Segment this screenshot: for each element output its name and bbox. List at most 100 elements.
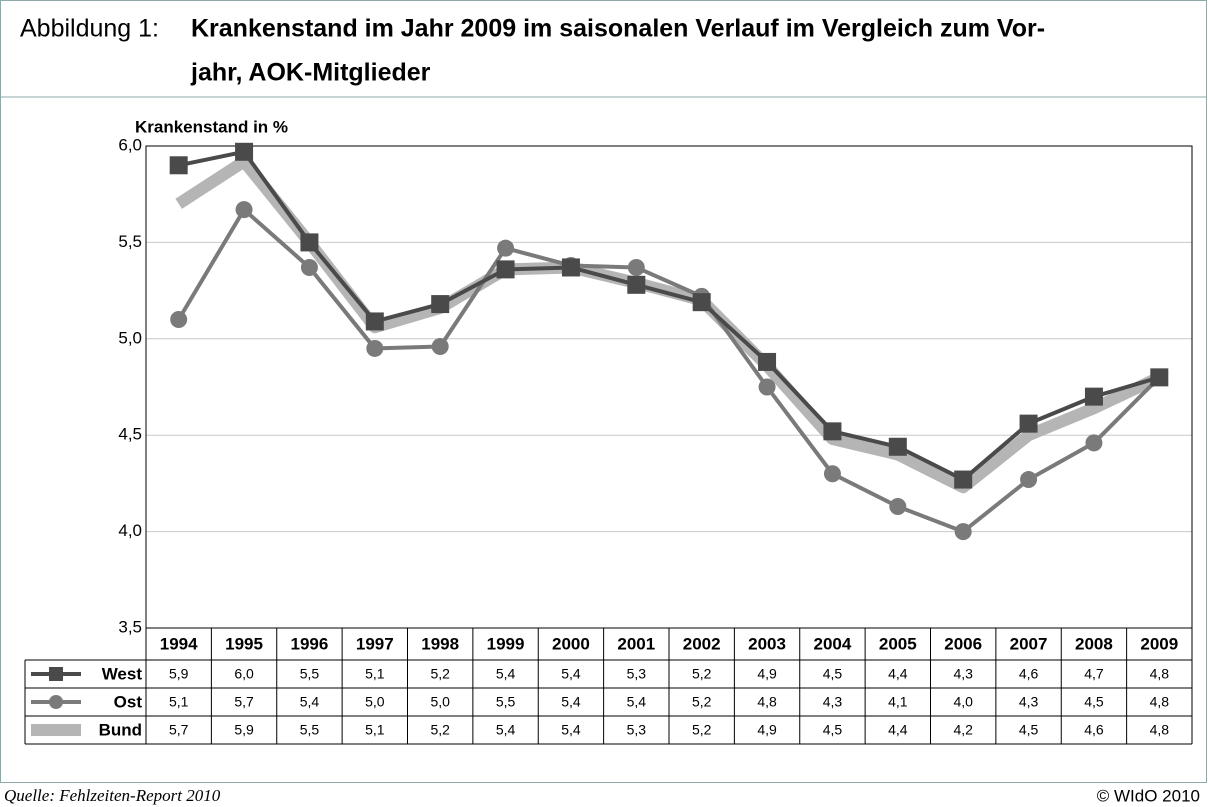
y-tick-label: 5,5 <box>118 232 142 251</box>
table-value: 4,5 <box>823 666 843 682</box>
data-point <box>1020 471 1038 489</box>
table-value: 4,6 <box>1084 722 1104 738</box>
data-point <box>366 339 384 357</box>
data-point <box>170 311 188 329</box>
data-point <box>235 142 254 161</box>
table-value: 5,4 <box>561 666 581 682</box>
table-value: 4,1 <box>888 694 908 710</box>
table-value: 5,9 <box>169 666 189 682</box>
figure-label: Abbildung 1: <box>20 15 159 43</box>
table-value: 5,1 <box>365 722 385 738</box>
data-point <box>235 201 253 219</box>
table-value: 5,0 <box>365 694 385 710</box>
table-value: 4,3 <box>953 666 973 682</box>
table-value: 4,5 <box>1084 694 1104 710</box>
data-point <box>431 295 450 314</box>
data-point <box>954 523 972 541</box>
data-point <box>561 258 580 277</box>
x-tick-label: 1998 <box>421 634 459 653</box>
data-point <box>1084 387 1103 406</box>
plot-border <box>145 145 1193 629</box>
table-value: 5,4 <box>300 694 320 710</box>
frame <box>0 0 1207 783</box>
x-tick-label: 2008 <box>1075 634 1113 653</box>
data-point <box>692 293 711 312</box>
table-value: 5,2 <box>430 722 450 738</box>
x-tick-label: 2003 <box>748 634 786 653</box>
table-value: 5,3 <box>627 722 647 738</box>
data-point <box>627 258 645 276</box>
table-value: 4,7 <box>1084 666 1104 682</box>
table-value: 5,2 <box>692 722 712 738</box>
table-value: 5,4 <box>561 694 581 710</box>
table-value: 4,3 <box>823 694 843 710</box>
table-value: 4,0 <box>953 694 973 710</box>
x-tick-label: 2001 <box>617 634 655 653</box>
x-tick-label: 2004 <box>814 634 852 653</box>
data-point <box>169 156 188 175</box>
table-value: 5,1 <box>169 694 189 710</box>
legend-label: West <box>102 664 143 683</box>
data-point <box>1150 368 1169 387</box>
x-tick-label: 1997 <box>356 634 394 653</box>
table-value: 5,3 <box>627 666 647 682</box>
data-point <box>758 378 776 396</box>
title-line: Krankenstand im Jahr 2009 im saisonalen … <box>191 15 1045 43</box>
x-tick-label: 2007 <box>1010 634 1048 653</box>
data-point <box>497 239 515 257</box>
table-value: 5,4 <box>496 722 516 738</box>
data-point <box>365 312 384 331</box>
table-value: 6,0 <box>234 666 254 682</box>
data-point <box>431 338 449 356</box>
y-tick-label: 6,0 <box>118 135 142 154</box>
data-point <box>954 470 973 489</box>
table-value: 4,9 <box>757 722 777 738</box>
legend-label: Ost <box>114 692 143 711</box>
x-tick-label: 1994 <box>160 634 198 653</box>
table-value: 4,3 <box>1019 694 1039 710</box>
data-point <box>1019 414 1038 433</box>
x-tick-label: 1995 <box>225 634 263 653</box>
x-tick-label: 1996 <box>291 634 329 653</box>
table-value: 5,9 <box>234 722 254 738</box>
table-value: 5,5 <box>496 694 516 710</box>
data-point <box>496 260 515 279</box>
y-tick-label: 3,5 <box>118 617 142 636</box>
x-tick-label: 2000 <box>552 634 590 653</box>
legend-marker <box>49 695 63 709</box>
y-tick-label: 4,5 <box>118 425 142 444</box>
x-tick-label: 2002 <box>683 634 721 653</box>
legend-label: Bund <box>99 720 142 739</box>
table-value: 4,4 <box>888 666 908 682</box>
table-value: 5,7 <box>234 694 254 710</box>
data-point <box>300 258 318 276</box>
source: Quelle: Fehlzeiten-Report 2010 <box>4 786 221 805</box>
data-point <box>758 352 777 371</box>
table-value: 4,4 <box>888 722 908 738</box>
series-line <box>178 149 1160 482</box>
table-value: 5,4 <box>627 694 647 710</box>
data-point <box>823 422 842 441</box>
data-point <box>823 465 841 483</box>
table-value: 5,5 <box>300 722 320 738</box>
series-line <box>176 207 1161 534</box>
table-value: 4,2 <box>953 722 973 738</box>
x-tick-label: 2006 <box>944 634 982 653</box>
table-value: 4,8 <box>1150 722 1170 738</box>
table-value: 5,2 <box>430 666 450 682</box>
table-value: 4,9 <box>757 666 777 682</box>
x-tick-label: 2005 <box>879 634 917 653</box>
legend-marker <box>49 667 63 681</box>
table-value: 4,6 <box>1019 666 1039 682</box>
table-value: 5,2 <box>692 666 712 682</box>
x-tick-label: 1999 <box>487 634 525 653</box>
table-value: 4,5 <box>1019 722 1039 738</box>
data-point <box>627 275 646 294</box>
data-point <box>1085 434 1103 452</box>
table-value: 5,0 <box>430 694 450 710</box>
table-value: 5,4 <box>561 722 581 738</box>
y-tick-label: 4,0 <box>118 521 142 540</box>
data-point <box>300 233 319 252</box>
data-point <box>889 498 907 516</box>
